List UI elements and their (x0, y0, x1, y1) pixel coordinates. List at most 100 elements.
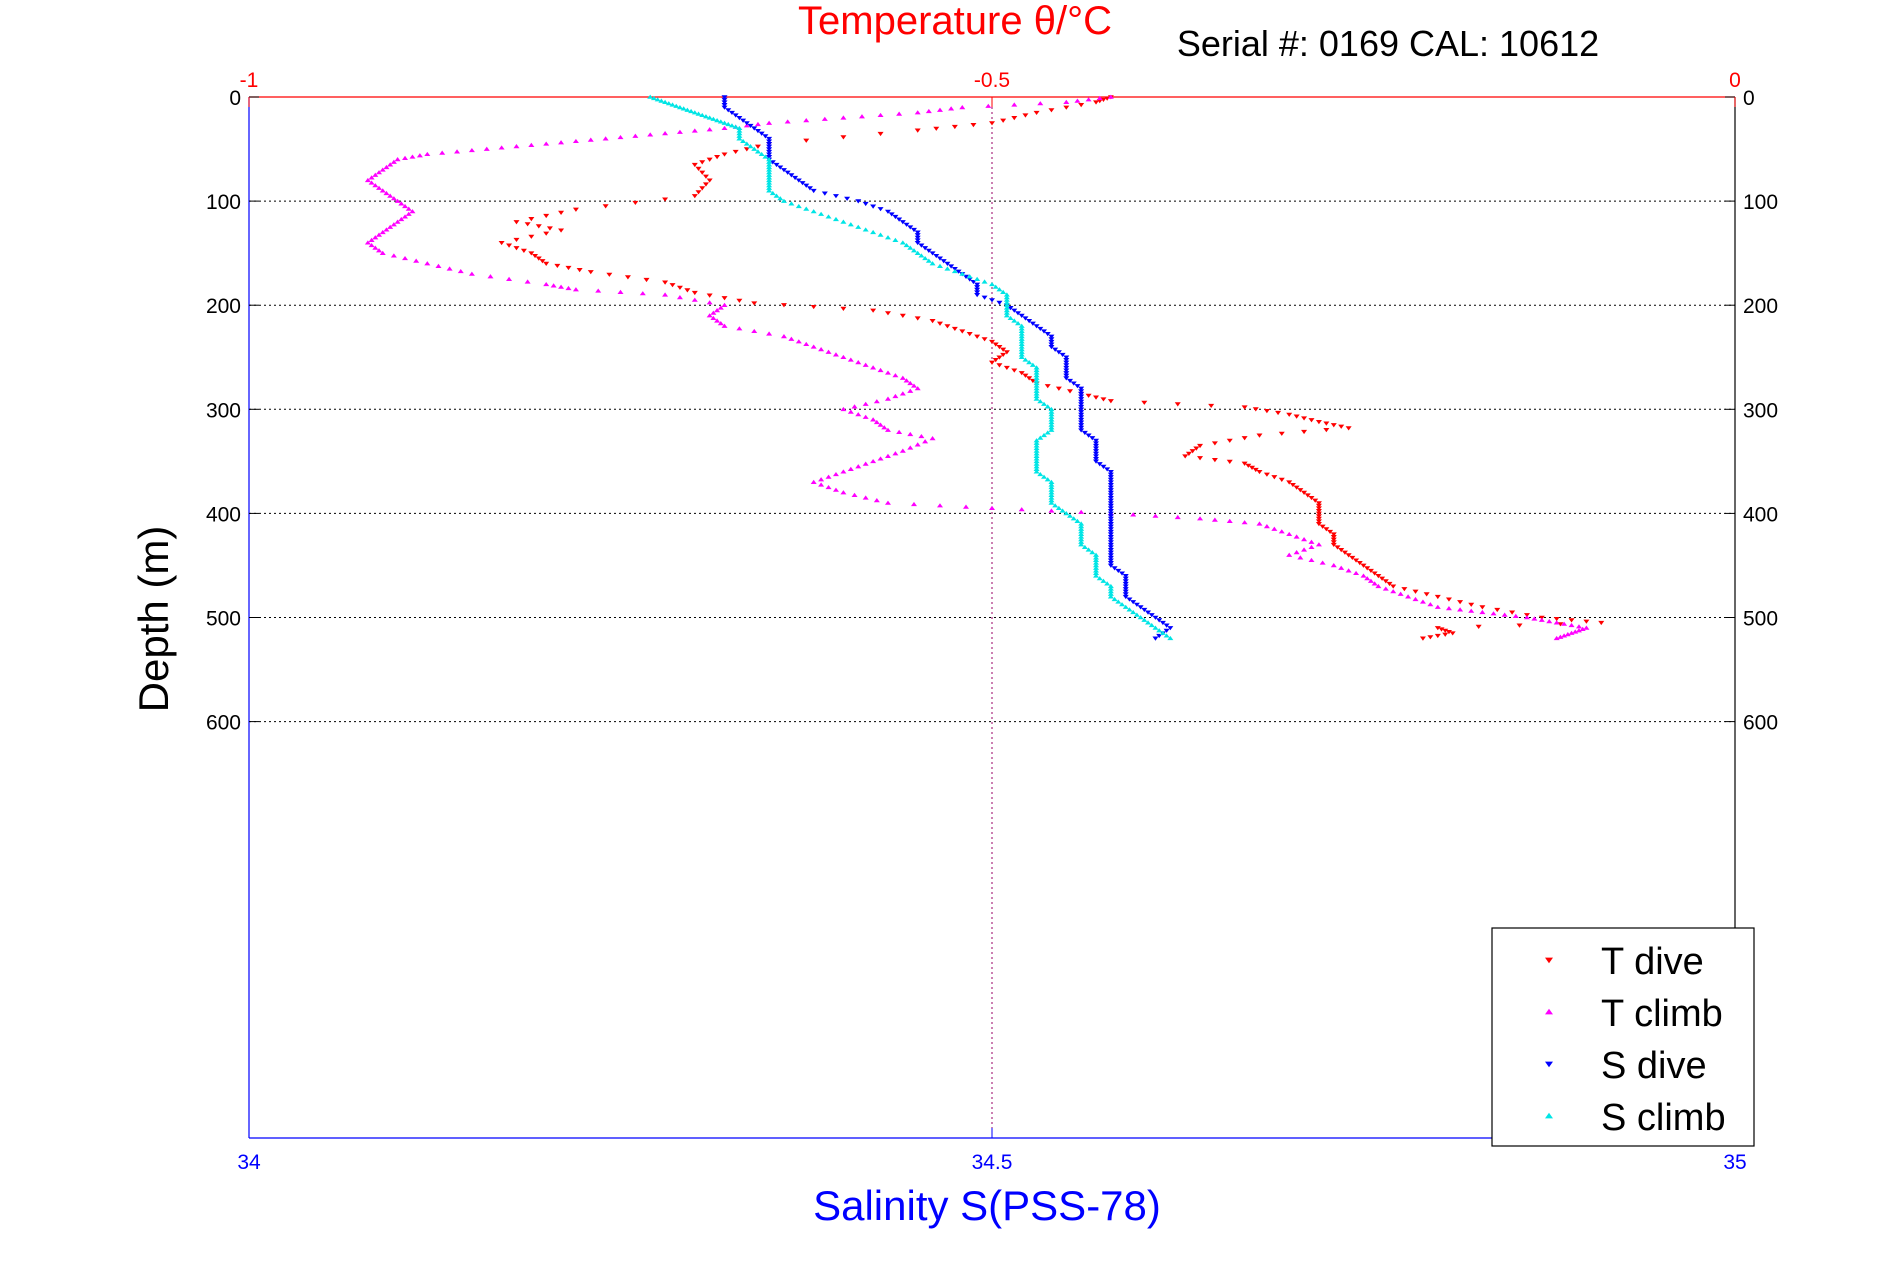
data-point (862, 414, 869, 419)
data-point (1029, 321, 1036, 326)
data-point (1197, 516, 1204, 521)
data-point (1078, 539, 1085, 544)
data-point (1256, 433, 1263, 438)
data-point (1037, 471, 1044, 477)
data-point (970, 279, 977, 285)
data-point (1107, 527, 1114, 532)
data-point (1093, 443, 1100, 449)
data-point (840, 306, 847, 311)
data-point (1033, 458, 1040, 464)
data-point (1423, 592, 1430, 597)
data-point (1107, 485, 1114, 490)
data-point (1252, 407, 1259, 412)
data-point (784, 119, 791, 124)
data-point (1107, 583, 1114, 589)
data-point (372, 172, 379, 177)
data-point (1003, 308, 1010, 313)
legend-marker (1545, 1061, 1553, 1068)
data-point (606, 272, 613, 277)
data-point (1564, 632, 1571, 637)
data-point (918, 253, 925, 258)
data-point (914, 316, 921, 321)
data-point (572, 287, 579, 292)
data-marks (364, 94, 1605, 641)
data-point (498, 240, 505, 246)
data-point (1130, 600, 1137, 605)
data-point (1048, 484, 1055, 490)
data-point (1152, 636, 1159, 641)
data-point (1074, 98, 1081, 103)
data-point (1531, 616, 1538, 621)
data-point (1063, 376, 1070, 381)
data-point (795, 178, 802, 183)
data-point (1330, 563, 1337, 568)
data-point (1074, 518, 1081, 524)
data-point (1111, 596, 1118, 602)
data-point (1078, 537, 1085, 542)
data-point (892, 451, 899, 456)
data-point (766, 183, 773, 188)
data-point (1048, 487, 1055, 492)
data-point (1338, 565, 1345, 570)
data-point (959, 271, 966, 276)
data-point (788, 201, 795, 206)
data-point (1289, 482, 1296, 488)
data-point (457, 268, 464, 274)
y-tick-label-left: 300 (206, 399, 241, 422)
data-point (1364, 566, 1371, 571)
data-point (1033, 370, 1040, 375)
data-point (907, 380, 914, 386)
data-point (364, 240, 371, 245)
data-point (981, 279, 988, 284)
data-point (1107, 591, 1114, 596)
data-point (1011, 318, 1018, 323)
data-point (714, 155, 721, 160)
data-point (948, 264, 955, 269)
data-point (736, 125, 743, 131)
data-point (1468, 608, 1475, 613)
y-tick-label-left: 0 (229, 87, 241, 110)
data-point (702, 174, 709, 179)
data-point (1078, 521, 1085, 526)
data-point (914, 128, 921, 133)
data-point (558, 140, 565, 145)
data-point (706, 313, 713, 318)
data-point (1174, 402, 1181, 407)
data-point (788, 336, 795, 341)
data-point (528, 234, 535, 239)
data-point (1018, 341, 1025, 347)
data-point (1037, 101, 1044, 106)
data-point (892, 373, 899, 378)
data-point (1308, 495, 1315, 501)
data-point (528, 251, 535, 256)
data-point (1078, 412, 1085, 417)
data-point (1078, 417, 1085, 423)
data-point (669, 283, 676, 288)
data-point (803, 118, 810, 123)
data-point (1033, 373, 1040, 378)
data-point (1093, 565, 1100, 570)
chart-subtitle: Serial #: 0169 CAL: 10612 (1177, 23, 1599, 64)
data-point (1137, 605, 1144, 610)
data-point (1490, 611, 1497, 616)
data-point (777, 165, 784, 170)
data-point (1122, 592, 1129, 597)
data-point (528, 216, 535, 222)
legend-label: S climb (1601, 1097, 1726, 1139)
data-point (424, 261, 431, 266)
data-point (825, 484, 832, 490)
data-point (1152, 615, 1159, 620)
data-point (862, 461, 869, 466)
data-point (899, 375, 906, 380)
data-point (892, 237, 899, 242)
data-point (1078, 509, 1085, 514)
data-point (1052, 503, 1059, 508)
data-point (1070, 381, 1077, 386)
data-point (379, 250, 386, 255)
data-point (1107, 555, 1114, 561)
data-point (1312, 498, 1319, 503)
data-point (498, 145, 505, 150)
data-point (1479, 605, 1486, 610)
data-point (989, 360, 995, 365)
data-point (847, 222, 854, 227)
